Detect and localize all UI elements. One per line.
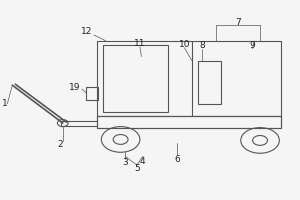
Text: 11: 11: [134, 39, 146, 48]
Text: 8: 8: [199, 41, 205, 50]
Text: 1: 1: [2, 99, 8, 108]
Text: 2: 2: [57, 140, 63, 149]
Circle shape: [113, 135, 128, 144]
Text: 12: 12: [81, 27, 92, 36]
Text: 7: 7: [235, 18, 241, 27]
Text: 5: 5: [134, 164, 140, 173]
Text: 9: 9: [250, 41, 256, 50]
Bar: [103, 45, 168, 112]
Bar: [97, 41, 281, 116]
Text: 6: 6: [174, 155, 180, 164]
Bar: [86, 87, 98, 100]
Text: 19: 19: [69, 83, 80, 92]
Circle shape: [57, 120, 68, 127]
Bar: [198, 61, 221, 104]
Circle shape: [241, 128, 279, 153]
Circle shape: [253, 136, 268, 145]
Text: 4: 4: [140, 157, 146, 166]
Text: 3: 3: [122, 158, 128, 167]
Bar: [97, 116, 281, 128]
Circle shape: [101, 127, 140, 152]
Text: 10: 10: [178, 40, 190, 49]
